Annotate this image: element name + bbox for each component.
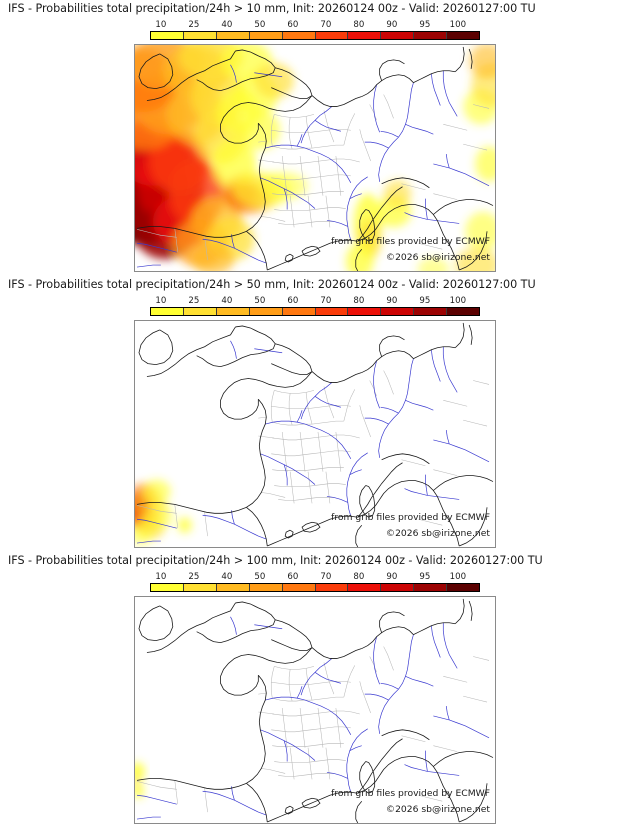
- rivers: [136, 616, 490, 820]
- colorbar-tick-95: 95: [419, 296, 431, 306]
- colorbar-tick-90: 90: [386, 572, 398, 582]
- colorbar-gradient: [150, 307, 480, 316]
- colorbar-tick-50: 50: [254, 572, 266, 582]
- colorbar-swatch-60: [282, 308, 316, 315]
- colorbar-tick-80: 80: [353, 20, 365, 30]
- colorbar-tick-25: 25: [188, 572, 200, 582]
- colorbar-swatch-90: [381, 32, 415, 39]
- colorbar-tick-25: 25: [188, 20, 200, 30]
- colorbar-tick-70: 70: [320, 572, 332, 582]
- colorbar-swatch-80: [348, 32, 382, 39]
- coastlines: [136, 598, 494, 823]
- colorbar-tick-25: 25: [188, 296, 200, 306]
- map-svg: [135, 322, 494, 547]
- colorbar-tick-labels: 10 25 40 50 60 70 80 90 95 100: [150, 20, 480, 31]
- colorbar-tick-60: 60: [287, 296, 299, 306]
- colorbar-tick-95: 95: [419, 572, 431, 582]
- colorbar-tick-40: 40: [221, 296, 233, 306]
- colorbar: 10 25 40 50 60 70 80 90 95 100: [150, 296, 480, 316]
- colorbar: 10 25 40 50 60 70 80 90 95 100: [150, 20, 480, 40]
- colorbar-swatch-95: [414, 32, 448, 39]
- rivers: [136, 340, 490, 544]
- colorbar-swatch-100: [447, 308, 480, 315]
- map-canvas[interactable]: from grib files provided by ECMWF ©2026 …: [134, 44, 496, 272]
- department-boundaries: [136, 646, 490, 813]
- precipitation-field: [135, 762, 145, 799]
- colorbar-swatch-60: [282, 584, 316, 591]
- colorbar-tick-10: 10: [155, 572, 167, 582]
- colorbar-tick-50: 50: [254, 296, 266, 306]
- colorbar-swatch-70: [315, 584, 349, 591]
- colorbar-tick-70: 70: [320, 296, 332, 306]
- colorbar-swatch-100: [447, 584, 480, 591]
- colorbar-swatch-10: [151, 308, 184, 315]
- colorbar-tick-60: 60: [287, 572, 299, 582]
- colorbar-tick-80: 80: [353, 572, 365, 582]
- attribution-copyright: ©2026 sb@irizone.net: [385, 804, 490, 815]
- map-panel-50mm: IFS - Probabilities total precipitation/…: [0, 276, 630, 552]
- coastlines: [136, 322, 494, 547]
- colorbar-tick-100: 100: [449, 296, 467, 306]
- colorbar: 10 25 40 50 60 70 80 90 95 100: [150, 572, 480, 592]
- colorbar-tick-40: 40: [221, 572, 233, 582]
- precipitation-field: [135, 479, 192, 546]
- colorbar-tick-10: 10: [155, 296, 167, 306]
- colorbar-swatch-80: [348, 584, 382, 591]
- coastlines: [136, 46, 494, 271]
- attribution-copyright: ©2026 sb@irizone.net: [385, 528, 490, 539]
- colorbar-tick-90: 90: [386, 296, 398, 306]
- colorbar-swatch-50: [249, 308, 283, 315]
- colorbar-tick-10: 10: [155, 20, 167, 30]
- colorbar-gradient: [150, 31, 480, 40]
- colorbar-swatch-10: [151, 584, 184, 591]
- colorbar-gradient: [150, 583, 480, 592]
- colorbar-swatch-40: [216, 308, 250, 315]
- map-panel-10mm: IFS - Probabilities total precipitation/…: [0, 0, 630, 276]
- panel-title: IFS - Probabilities total precipitation/…: [8, 278, 536, 291]
- colorbar-swatch-100: [447, 32, 480, 39]
- colorbar-swatch-50: [249, 32, 283, 39]
- panel-title: IFS - Probabilities total precipitation/…: [8, 554, 543, 567]
- colorbar-tick-90: 90: [386, 20, 398, 30]
- colorbar-swatch-95: [414, 308, 448, 315]
- colorbar-tick-50: 50: [254, 20, 266, 30]
- map-svg: [135, 45, 495, 271]
- colorbar-swatch-95: [414, 584, 448, 591]
- attribution-source: from grib files provided by ECMWF: [331, 236, 490, 247]
- colorbar-tick-100: 100: [449, 572, 467, 582]
- map-canvas[interactable]: from grib files provided by ECMWF ©2026 …: [134, 320, 496, 548]
- colorbar-tick-60: 60: [287, 20, 299, 30]
- colorbar-tick-95: 95: [419, 20, 431, 30]
- colorbar-tick-100: 100: [449, 20, 467, 30]
- colorbar-swatch-25: [183, 584, 217, 591]
- colorbar-swatch-25: [183, 32, 217, 39]
- map-svg: [135, 598, 494, 823]
- colorbar-tick-40: 40: [221, 20, 233, 30]
- colorbar-swatch-70: [315, 308, 349, 315]
- colorbar-swatch-25: [183, 308, 217, 315]
- colorbar-tick-80: 80: [353, 296, 365, 306]
- colorbar-swatch-40: [216, 584, 250, 591]
- colorbar-swatch-90: [381, 584, 415, 591]
- attribution-source: from grib files provided by ECMWF: [331, 512, 490, 523]
- department-boundaries: [136, 370, 490, 537]
- map-canvas[interactable]: from grib files provided by ECMWF ©2026 …: [134, 596, 496, 824]
- colorbar-swatch-50: [249, 584, 283, 591]
- colorbar-swatch-10: [151, 32, 184, 39]
- map-panel-100mm: IFS - Probabilities total precipitation/…: [0, 552, 630, 828]
- attribution-source: from grib files provided by ECMWF: [331, 788, 490, 799]
- panel-title: IFS - Probabilities total precipitation/…: [8, 2, 536, 15]
- colorbar-swatch-40: [216, 32, 250, 39]
- department-boundaries: [136, 94, 490, 261]
- colorbar-swatch-90: [381, 308, 415, 315]
- colorbar-tick-labels: 10 25 40 50 60 70 80 90 95 100: [150, 572, 480, 583]
- colorbar-tick-labels: 10 25 40 50 60 70 80 90 95 100: [150, 296, 480, 307]
- colorbar-swatch-60: [282, 32, 316, 39]
- colorbar-tick-70: 70: [320, 20, 332, 30]
- colorbar-swatch-80: [348, 308, 382, 315]
- attribution-copyright: ©2026 sb@irizone.net: [385, 252, 490, 263]
- rivers: [136, 64, 490, 268]
- colorbar-swatch-70: [315, 32, 349, 39]
